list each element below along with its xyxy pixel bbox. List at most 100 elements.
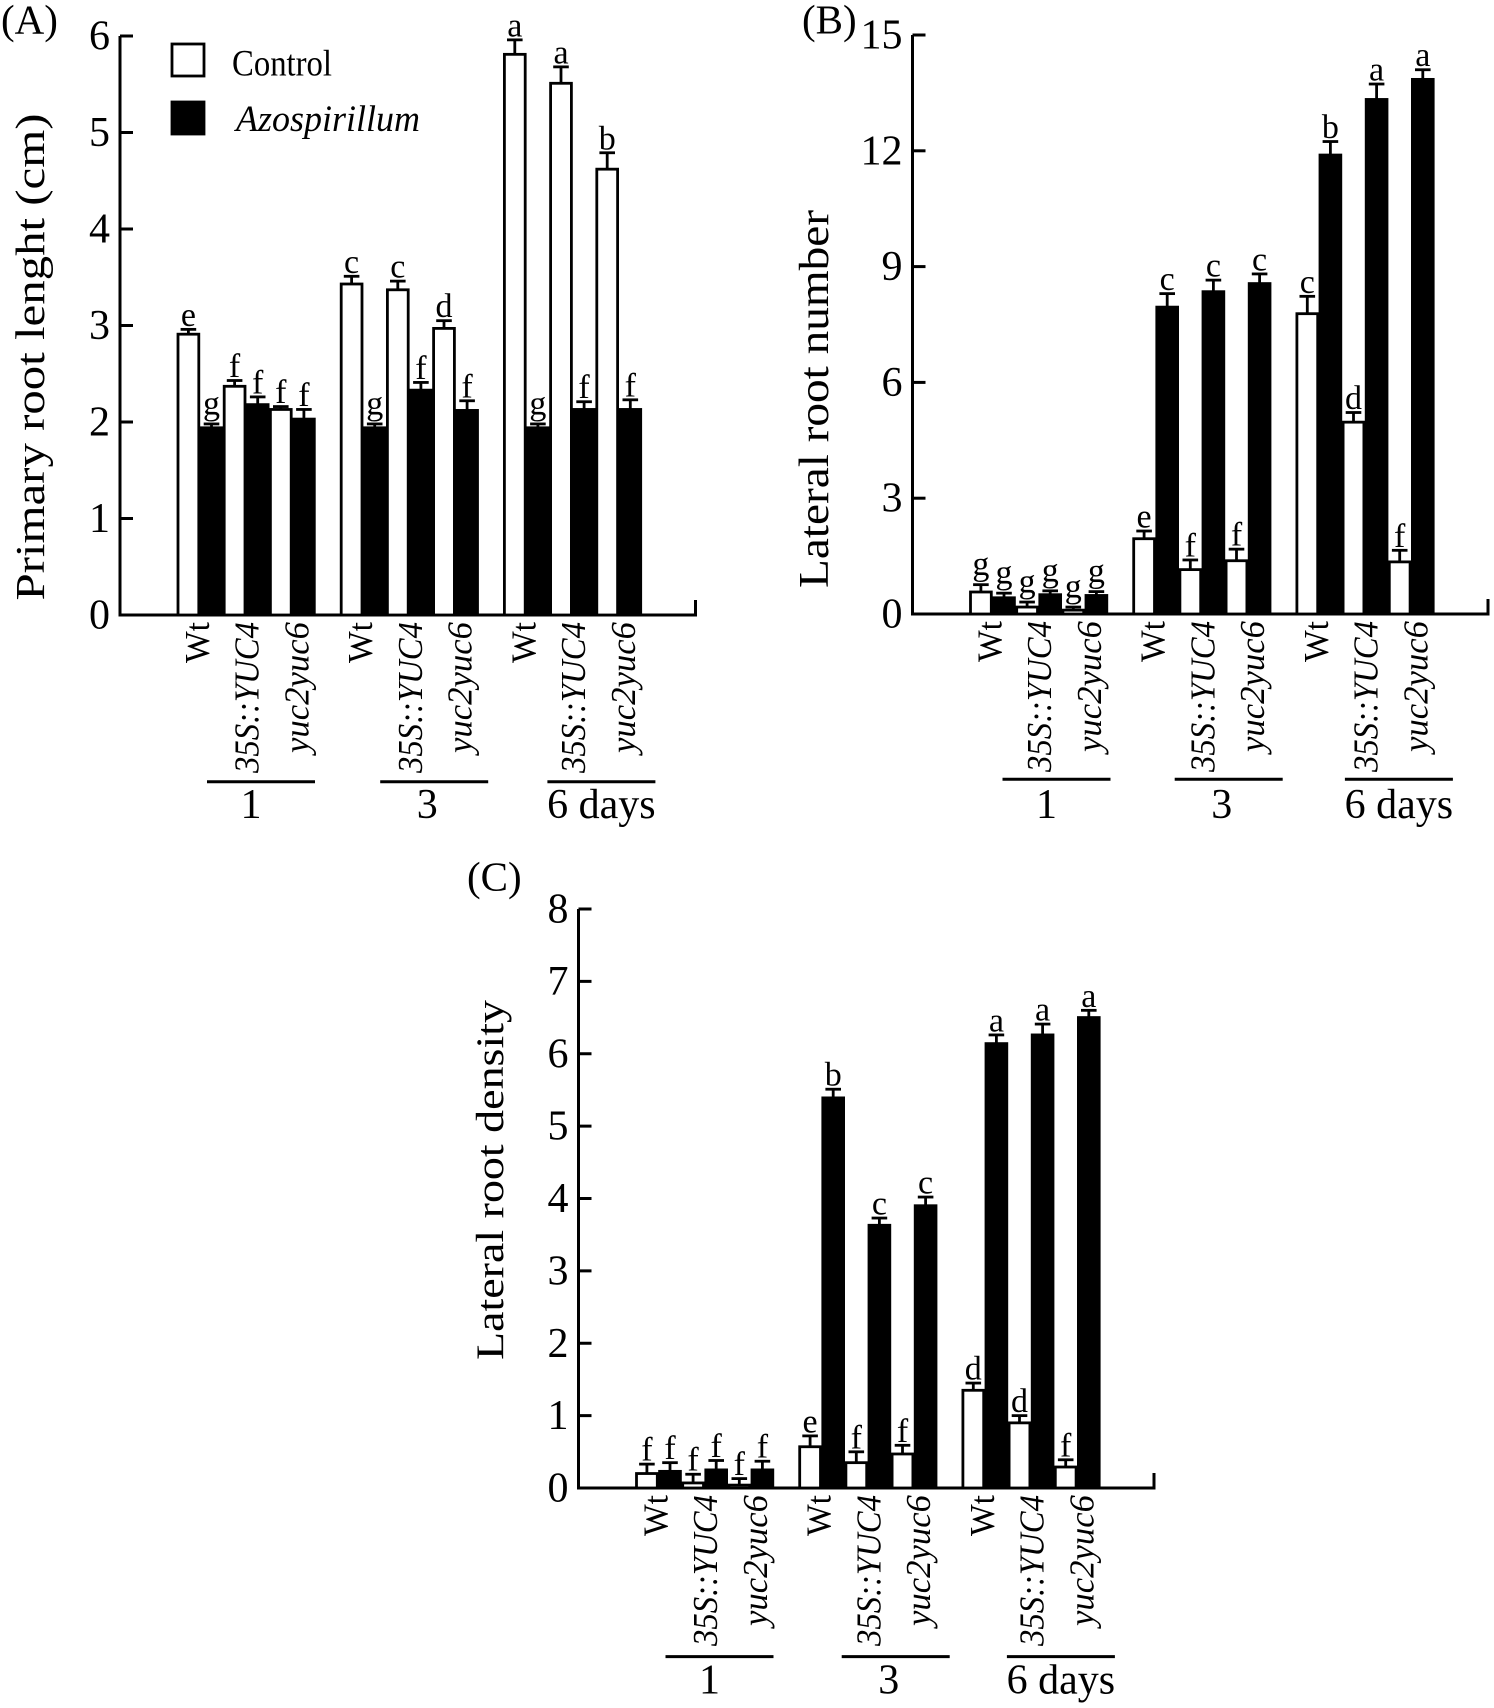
chart-panel-A: (A) 0 1 2 3 4 5 6 Primary root lenght (cm) Contro… <box>1 0 697 828</box>
bar-control <box>549 81 573 617</box>
y-tick-label: 5 <box>548 1104 569 1150</box>
bar-control <box>502 52 527 617</box>
y-tick-label: 9 <box>882 244 903 290</box>
panel-label: (C) <box>467 854 522 900</box>
bar-control <box>1341 420 1366 616</box>
significance-letter: g <box>1065 569 1082 606</box>
x-category-label: yuc2yuc6 <box>899 1495 938 1629</box>
significance-letter: e <box>181 297 196 334</box>
x-category-label: yuc2yuc6 <box>736 1495 775 1629</box>
bar-azospirillum <box>1084 594 1109 616</box>
significance-letter: a <box>1415 37 1430 74</box>
significance-letter: a <box>507 7 522 44</box>
bar-control <box>268 408 293 617</box>
significance-letter: c <box>1160 261 1175 298</box>
bar-azospirillum <box>292 417 316 617</box>
significance-letter: f <box>252 364 264 401</box>
x-category-label: yuc2yuc6 <box>1062 1495 1101 1629</box>
significance-letter: d <box>436 288 453 325</box>
y-tick-label: 6 <box>548 1031 569 1077</box>
significance-letter: f <box>275 374 287 411</box>
y-tick-label: 3 <box>89 303 110 349</box>
y-tick-label: 15 <box>861 13 903 59</box>
bar-azospirillum <box>1411 77 1435 616</box>
x-category-label: 35S::YUC4 <box>228 622 267 774</box>
bar-control <box>1132 537 1156 616</box>
bar-azospirillum <box>409 388 433 617</box>
significance-letter: f <box>897 1413 909 1450</box>
bar-azospirillum <box>1077 1016 1101 1490</box>
bar-azospirillum <box>572 408 596 617</box>
significance-letter: f <box>461 368 473 405</box>
group-label: 6 days <box>1007 1658 1116 1704</box>
significance-letter: g <box>529 385 546 422</box>
group-label: 1 <box>699 1658 720 1704</box>
bar-azospirillum <box>913 1204 938 1490</box>
legend-swatch-control <box>170 42 206 78</box>
bar-azospirillum <box>821 1096 845 1490</box>
x-category-label: yuc2yuc6 <box>277 622 316 756</box>
significance-letter: c <box>918 1165 933 1202</box>
bar-control <box>1295 312 1320 616</box>
significance-letter: d <box>1345 380 1362 417</box>
legend-swatch-azospirillum <box>170 100 206 136</box>
bar-azospirillum <box>1155 305 1180 616</box>
significance-letter: b <box>825 1057 842 1094</box>
legend-label-azospirillum: Azospirillum <box>233 99 420 140</box>
y-tick-label: 1 <box>548 1393 569 1439</box>
significance-letter: e <box>1137 499 1152 536</box>
bar-azospirillum <box>1364 98 1389 616</box>
bar-control <box>1387 560 1412 616</box>
significance-letter: g <box>996 555 1013 592</box>
bar-control <box>385 288 410 617</box>
significance-letter: a <box>989 1002 1004 1039</box>
significance-letter: f <box>1394 518 1406 555</box>
bar-azospirillum <box>1318 153 1343 616</box>
bar-azospirillum <box>245 403 270 617</box>
x-category-label: 35S::YUC4 <box>1013 1495 1052 1647</box>
x-category-label: yuc2yuc6 <box>441 622 480 756</box>
significance-letter: c <box>390 249 405 286</box>
bar-azospirillum <box>867 1223 892 1490</box>
significance-letter: f <box>851 1419 863 1456</box>
x-category-label: Wt <box>1297 621 1336 662</box>
y-tick-label: 3 <box>882 476 903 522</box>
bar-control <box>432 326 456 617</box>
significance-letter: g <box>972 546 989 583</box>
significance-letter: f <box>298 377 310 414</box>
bar-azospirillum <box>199 426 224 617</box>
x-category-label: yuc2yuc6 <box>1396 621 1435 755</box>
significance-letter: f <box>1185 527 1197 564</box>
bar-control <box>1061 608 1086 616</box>
bar-azospirillum <box>362 426 387 617</box>
bar-azospirillum <box>618 408 643 617</box>
panel-label: (A) <box>1 0 58 43</box>
bar-control <box>1007 1421 1032 1490</box>
significance-letter: c <box>1300 264 1315 301</box>
significance-letter: e <box>803 1403 818 1440</box>
y-axis-title: Lateral root number <box>792 210 838 588</box>
x-category-label: yuc2yuc6 <box>1233 621 1272 755</box>
bar-control <box>969 590 993 616</box>
bar-control <box>222 384 247 617</box>
significance-letter: c <box>1206 248 1221 285</box>
x-category-label: Wt <box>341 622 380 663</box>
bar-control <box>727 1483 752 1490</box>
bar-azospirillum <box>1038 593 1063 616</box>
group-label: 1 <box>241 782 262 828</box>
bar-control <box>1053 1465 1078 1490</box>
bar-azospirillum <box>704 1468 728 1490</box>
significance-letter: f <box>757 1429 769 1466</box>
y-tick-label: 4 <box>548 1176 569 1222</box>
bar-control <box>798 1445 822 1490</box>
y-tick-label: 6 <box>882 360 903 406</box>
x-category-label: yuc2yuc6 <box>1070 621 1109 755</box>
y-axis-title: Lateral root density <box>469 999 512 1360</box>
significance-letter: g <box>366 385 383 422</box>
significance-letter: g <box>1088 553 1105 590</box>
significance-letter: f <box>625 367 637 404</box>
